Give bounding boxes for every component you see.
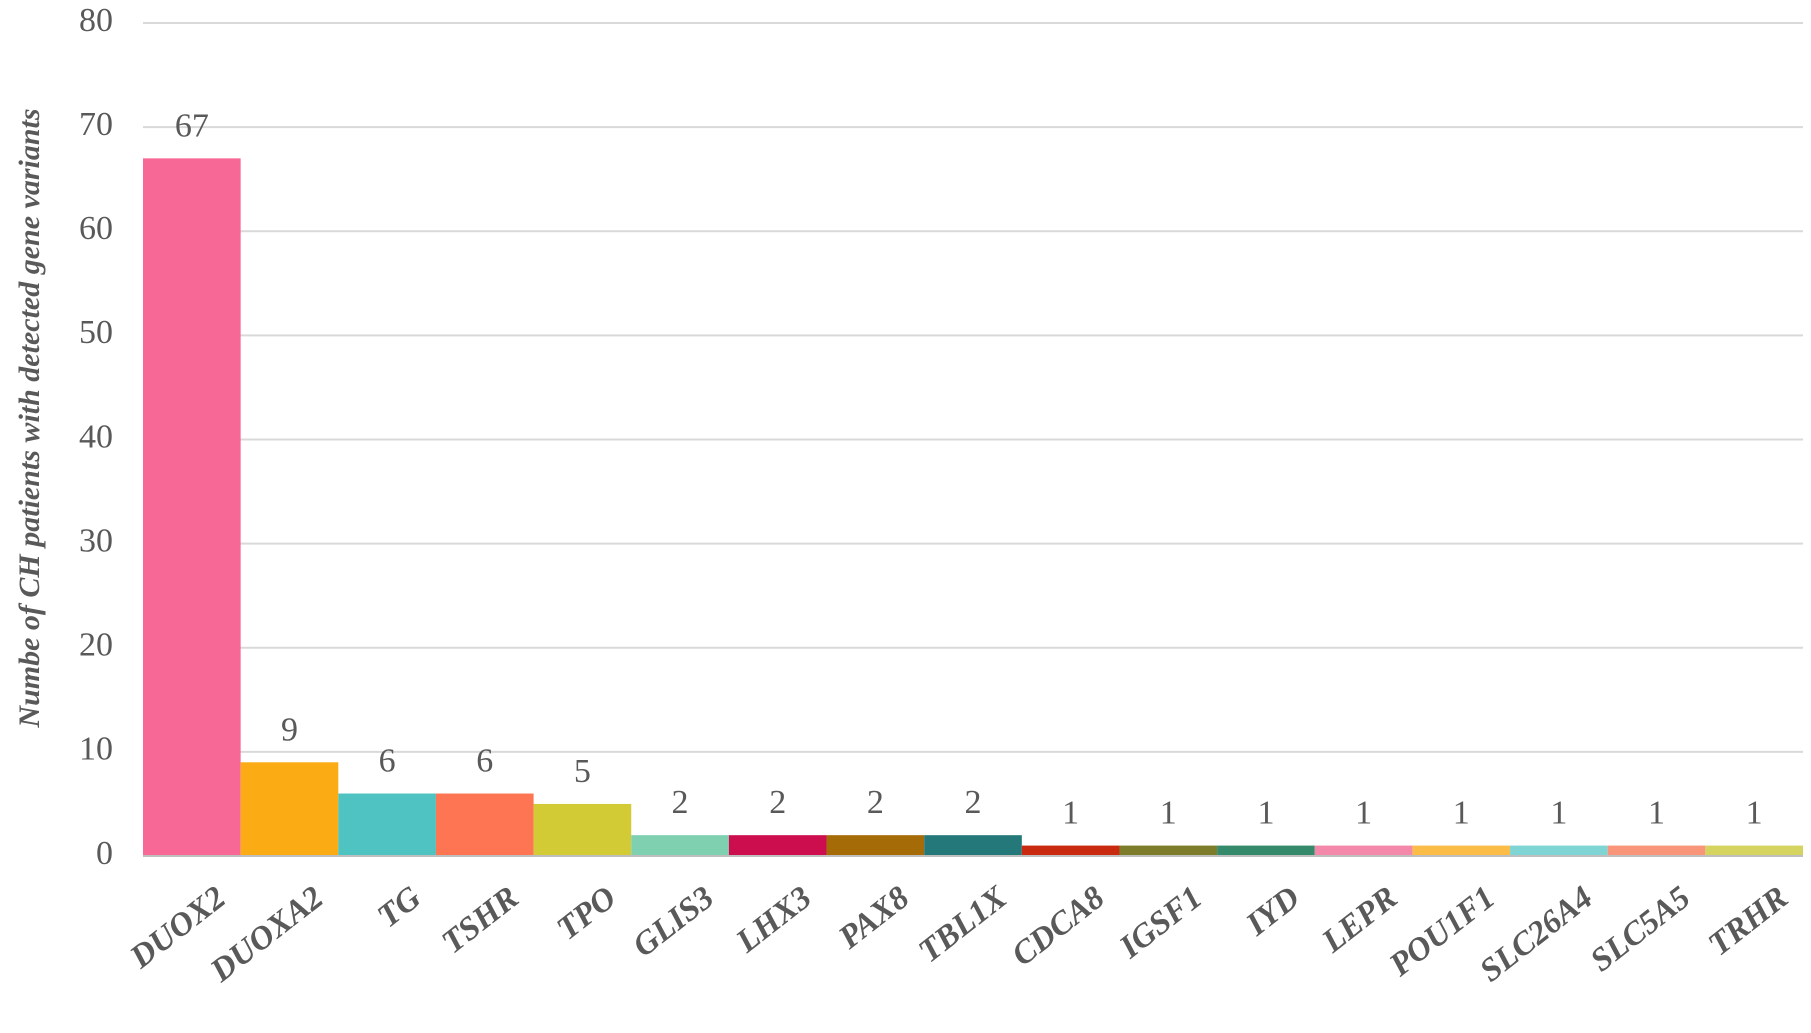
y-tick-label: 30 xyxy=(79,522,113,559)
value-label: 1 xyxy=(1062,795,1079,832)
value-label: 2 xyxy=(769,784,786,821)
bar xyxy=(728,835,827,856)
y-axis-label: Numbe of CH patients with detected gene … xyxy=(13,108,46,728)
value-label: 1 xyxy=(1257,795,1274,832)
bar xyxy=(1607,845,1706,856)
value-label: 1 xyxy=(1746,795,1763,832)
bar xyxy=(338,793,436,856)
bar xyxy=(1119,845,1218,856)
value-label: 2 xyxy=(965,784,982,821)
x-tick-label: CDCA8 xyxy=(1005,880,1111,974)
value-label: 1 xyxy=(1550,795,1567,832)
y-tick-label: 80 xyxy=(79,2,113,39)
x-tick-label: IGSF1 xyxy=(1112,880,1209,967)
bar xyxy=(1510,845,1608,856)
value-label: 2 xyxy=(867,784,884,821)
bar xyxy=(240,762,339,856)
x-tick-label: GLIS3 xyxy=(626,880,720,965)
bar xyxy=(533,803,632,856)
bar xyxy=(143,158,241,857)
x-tick-label: IYD xyxy=(1239,879,1307,943)
x-tick-label: LHX3 xyxy=(729,880,818,961)
y-tick-label: 70 xyxy=(79,106,113,143)
y-tick-label: 40 xyxy=(79,418,113,455)
bar xyxy=(1314,845,1413,856)
x-tick-label: TSHR xyxy=(435,880,525,961)
bar xyxy=(826,835,925,856)
bar xyxy=(1021,845,1120,856)
y-tick-label: 0 xyxy=(96,835,113,872)
x-tick-label: PAX8 xyxy=(831,880,916,957)
value-label: 5 xyxy=(574,753,591,790)
x-tick-label: TRHR xyxy=(1702,880,1795,964)
y-tick-label: 10 xyxy=(79,731,113,768)
x-tick-label: SLC5A5 xyxy=(1584,880,1697,980)
y-tick-label: 60 xyxy=(79,210,113,247)
x-tick-label: TPO xyxy=(550,880,623,948)
bar xyxy=(1705,845,1803,856)
value-label: 9 xyxy=(281,711,298,748)
bar xyxy=(435,793,534,856)
bar xyxy=(1412,845,1511,856)
value-label: 6 xyxy=(476,743,493,780)
value-label: 1 xyxy=(1355,795,1372,832)
bar xyxy=(1217,845,1315,856)
bar xyxy=(924,835,1022,856)
value-label: 1 xyxy=(1160,795,1177,832)
x-tick-label: TBL1X xyxy=(912,879,1014,970)
value-label: 2 xyxy=(672,784,689,821)
value-label: 1 xyxy=(1453,795,1470,832)
value-label: 67 xyxy=(175,107,209,144)
value-label: 6 xyxy=(379,743,396,780)
value-label: 1 xyxy=(1648,795,1665,832)
y-tick-label: 20 xyxy=(79,627,113,664)
bar xyxy=(631,835,729,856)
x-tick-label: TG xyxy=(371,879,428,935)
y-tick-label: 50 xyxy=(79,314,113,351)
